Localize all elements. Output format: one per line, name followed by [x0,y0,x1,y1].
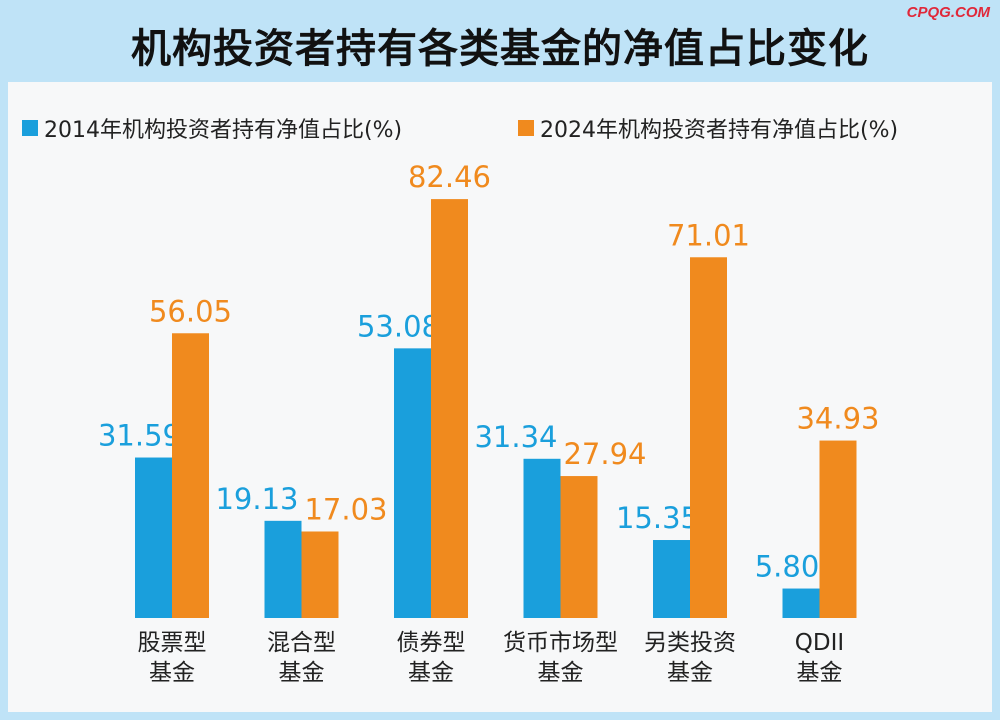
bar-bond-2014 [394,348,431,618]
title-banner-shape [0,0,1000,70]
value-label-stock-2014: 31.59 [98,419,181,453]
category-label-hybrid-line-2: 基金 [279,660,325,686]
category-label-alternative-line-1: 另类投资 [644,630,736,656]
legend-swatch-2024 [518,120,534,136]
bar-stock-2014 [135,457,172,618]
category-label-alternative-line-2: 基金 [667,660,713,686]
bar-hybrid-2024 [301,531,339,618]
value-label-qdii-2014: 5.80 [755,550,820,584]
category-label-hybrid-line-1: 混合型 [267,630,336,656]
title-banner [0,0,1000,78]
category-label-bond-line-2: 基金 [408,660,454,686]
value-label-qdii-2024: 34.93 [796,402,879,436]
watermark: CPQG.COM [906,4,990,21]
value-label-bond-2014: 53.08 [357,309,440,343]
bar-hybrid-2014 [264,520,302,618]
bar-stock-2024 [172,333,209,618]
bar-money-market-2014 [523,458,561,618]
category-label-qdii-line-2: 基金 [797,660,843,686]
category-label-qdii-line-1: QDII [795,630,844,656]
value-label-bond-2024: 82.46 [408,160,491,194]
bar-alternative-2014 [653,540,690,618]
chart-title: 机构投资者持有各类基金的净值占比变化 [131,26,869,72]
bar-alternative-2024 [690,257,727,618]
category-label-stock-line-1: 股票型 [138,630,207,656]
value-label-alternative-2014: 15.35 [616,501,699,535]
value-label-stock-2024: 56.05 [149,294,232,328]
bar-qdii-2014 [782,588,820,618]
bar-bond-2024 [431,199,468,618]
legend-item-2014: 2014年机构投资者持有净值占比(%) [22,112,402,144]
value-label-hybrid-2024: 17.03 [304,492,387,526]
bar-qdii-2024 [819,440,857,618]
legend-label-2024: 2024年机构投资者持有净值占比(%) [540,118,899,143]
value-label-money-market-2024: 27.94 [563,437,646,471]
legend-swatch-2014 [22,120,38,136]
value-label-alternative-2024: 71.01 [667,218,750,252]
category-label-stock-line-2: 基金 [149,660,195,686]
value-label-hybrid-2014: 19.13 [215,482,298,516]
legend-label-2014: 2014年机构投资者持有净值占比(%) [44,118,403,143]
category-label-money-market-line-1: 货币市场型 [503,630,618,656]
legend-item-2024: 2024年机构投资者持有净值占比(%) [518,112,898,144]
category-label-money-market-line-2: 基金 [538,660,584,686]
bar-money-market-2024 [560,476,598,618]
value-label-money-market-2014: 31.34 [474,420,557,454]
category-label-bond-line-1: 债券型 [397,630,466,656]
